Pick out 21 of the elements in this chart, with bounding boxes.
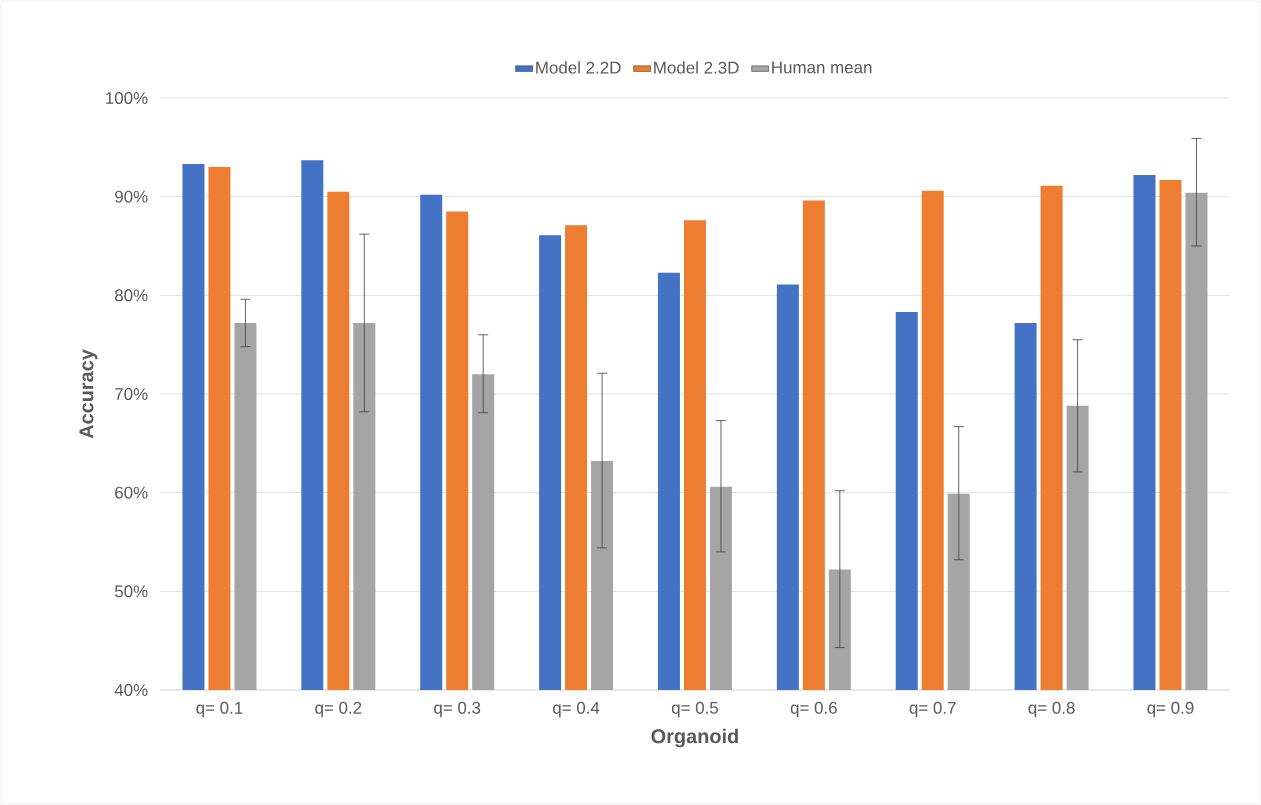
legend-label: Model 2.3D <box>654 61 739 74</box>
legend-label: Human mean <box>772 61 872 74</box>
x-tick-label: q= 0.6 <box>790 701 837 718</box>
y-tick-label: 80% <box>115 289 148 302</box>
y-axis-title: Accuracy <box>79 349 98 439</box>
x-tick-label: q= 0.7 <box>909 701 956 718</box>
y-tick-label: 70% <box>115 387 148 400</box>
x-tick-label: q= 0.3 <box>434 701 481 718</box>
x-axis-title: Organoid <box>651 728 738 748</box>
y-tick-label: 40% <box>114 683 148 696</box>
x-tick-label: q= 0.4 <box>553 701 600 718</box>
x-tick-label: q= 0.8 <box>1028 701 1075 718</box>
legend-label: Model 2.2D <box>536 61 621 74</box>
y-tick-label: 60% <box>115 486 148 499</box>
x-tick-label: q= 0.5 <box>671 701 719 718</box>
y-tick-label: 100% <box>106 91 148 104</box>
x-tick-label: q= 0.2 <box>315 701 362 718</box>
x-tick-label: q= 0.1 <box>196 701 243 718</box>
y-tick-label: 50% <box>114 585 148 598</box>
y-tick-label: 90% <box>115 190 148 203</box>
x-tick-label: q= 0.9 <box>1147 701 1194 718</box>
